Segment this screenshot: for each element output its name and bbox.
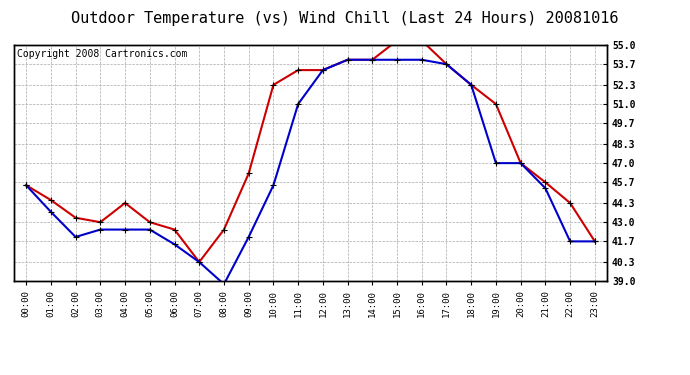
Text: Outdoor Temperature (vs) Wind Chill (Last 24 Hours) 20081016: Outdoor Temperature (vs) Wind Chill (Las… xyxy=(71,11,619,26)
Text: Copyright 2008 Cartronics.com: Copyright 2008 Cartronics.com xyxy=(17,48,187,58)
